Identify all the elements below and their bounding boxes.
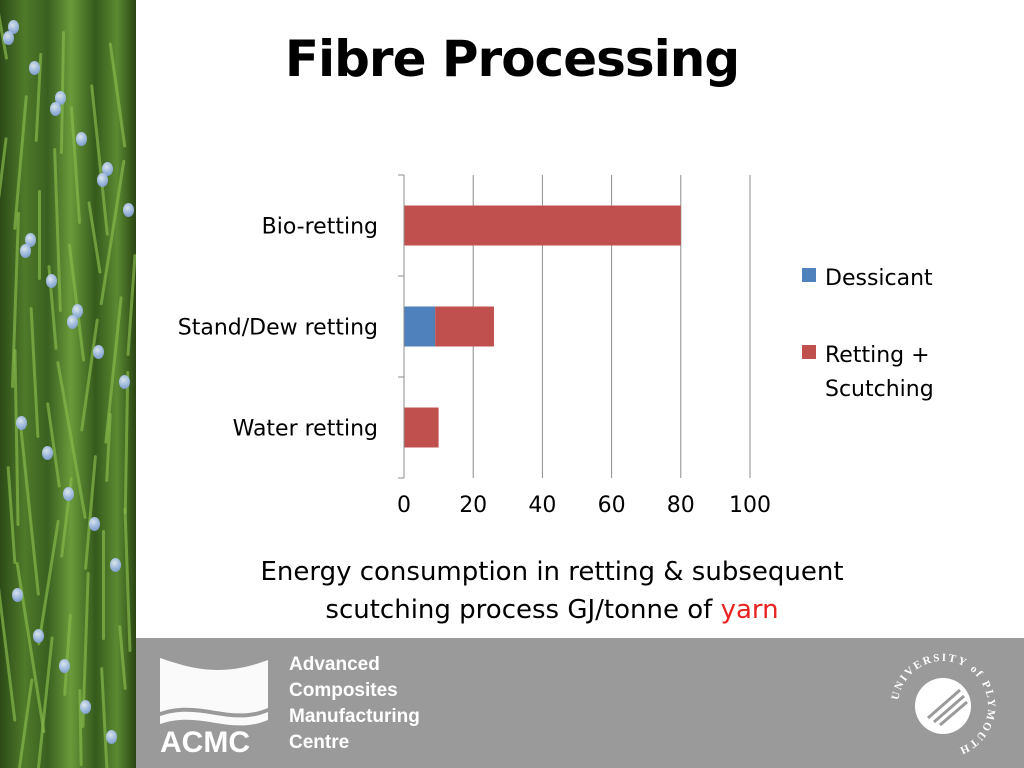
caption-line-2: scutching process GJ/tonne of yarn <box>200 591 904 629</box>
flax-flower-icon <box>93 345 104 359</box>
flax-flower-icon <box>80 700 91 714</box>
x-tick-label: 60 <box>598 493 626 518</box>
flax-flower-icon <box>8 20 19 34</box>
grass-blade <box>29 307 40 438</box>
flax-flower-icon <box>67 315 78 329</box>
x-tick-label: 20 <box>459 493 487 518</box>
grass-blade <box>13 348 20 527</box>
grass-blade <box>87 201 102 274</box>
legend-label: Dessicant <box>825 266 933 291</box>
flax-flower-icon <box>25 233 36 247</box>
grass-blade <box>104 296 123 444</box>
grass-blade <box>38 190 41 280</box>
flax-flower-icon <box>110 558 121 572</box>
grass-blade <box>69 106 82 224</box>
flax-flower-icon <box>97 173 108 187</box>
stacked-bar-chart: Bio-retting Stand/Dew retting Water rettin… <box>178 174 934 518</box>
grass-blade <box>0 583 17 722</box>
flax-flower-icon <box>29 61 40 75</box>
grass-blade <box>33 636 54 768</box>
acmc-logo: ACMC <box>160 658 268 754</box>
flax-flower-icon <box>16 416 27 430</box>
flax-flower-icon <box>50 102 61 116</box>
grass-blade <box>46 402 61 488</box>
flax-flower-icon <box>102 162 113 176</box>
org-line: Manufacturing <box>289 706 420 727</box>
legend-swatch <box>802 268 816 282</box>
grass-blade <box>37 519 60 646</box>
grass-blade <box>126 254 136 356</box>
legend-label: Retting + <box>825 343 930 368</box>
chart-caption: Energy consumption in retting & subseque… <box>200 553 904 629</box>
org-line: Composites <box>289 680 398 701</box>
flax-flower-icon <box>42 446 53 460</box>
bar-segment <box>404 205 681 246</box>
acmc-abbrev: ACMC <box>160 726 250 754</box>
flax-flower-icon <box>12 588 23 602</box>
x-tick-label: 100 <box>729 493 771 518</box>
flax-flower-icon <box>72 304 83 318</box>
x-tick-label: 40 <box>528 493 556 518</box>
legend-label: Scutching <box>825 377 934 402</box>
category-label: Bio-retting <box>262 215 378 240</box>
flax-flower-icon <box>123 203 134 217</box>
x-tick-label: 0 <box>397 493 411 518</box>
grass-blade <box>123 507 132 653</box>
grass-blade <box>0 0 9 60</box>
caption-line-2-text: scutching process GJ/tonne of <box>325 595 721 625</box>
flax-flower-icon <box>33 629 44 643</box>
bar-segment <box>404 407 439 448</box>
org-line: Advanced <box>289 654 380 675</box>
grass-blade <box>108 42 127 148</box>
flax-flower-icon <box>119 375 130 389</box>
grass-blade <box>15 561 46 734</box>
org-line: Centre <box>289 732 350 753</box>
flax-flower-icon <box>59 659 70 673</box>
flax-flower-icon <box>76 132 87 146</box>
university-seal: UNIVERSITY of PLYMOUTH <box>889 652 995 757</box>
grass-blade <box>0 137 8 198</box>
x-tick-label: 80 <box>667 493 695 518</box>
footer-band: ACMC Advanced Composites Manufacturing C… <box>136 638 1024 768</box>
legend-swatch <box>802 345 816 359</box>
bar-segment <box>404 306 436 347</box>
bar-segment <box>435 306 494 347</box>
grass-blade <box>67 243 86 362</box>
grass-blade <box>17 678 34 768</box>
grass-blade <box>123 370 130 515</box>
flax-flower-icon <box>3 31 14 45</box>
caption-line-1: Energy consumption in retting & subseque… <box>260 557 844 587</box>
grass-blade <box>19 424 40 596</box>
flax-flower-icon <box>46 274 57 288</box>
flax-flower-icon <box>63 487 74 501</box>
grass-blade <box>90 84 109 236</box>
category-label: Stand/Dew retting <box>178 316 378 341</box>
grass-blade <box>63 613 72 697</box>
grass-blade <box>13 95 28 230</box>
flax-flower-icon <box>20 244 31 258</box>
grass-blade <box>100 666 109 768</box>
grass-blade <box>80 318 99 432</box>
flax-flower-icon <box>106 730 117 744</box>
organization-name: Advanced Composites Manufacturing Centre <box>289 652 420 756</box>
slide-title: Fibre Processing <box>284 30 740 88</box>
flax-flower-icon <box>89 517 100 531</box>
grass-blade <box>102 530 105 640</box>
grass-blade <box>118 624 127 691</box>
category-label: Water retting <box>233 417 378 442</box>
grass-blade <box>53 147 62 313</box>
caption-highlight: yarn <box>720 595 779 625</box>
flax-flower-icon <box>55 91 66 105</box>
flax-field-image <box>0 0 136 768</box>
